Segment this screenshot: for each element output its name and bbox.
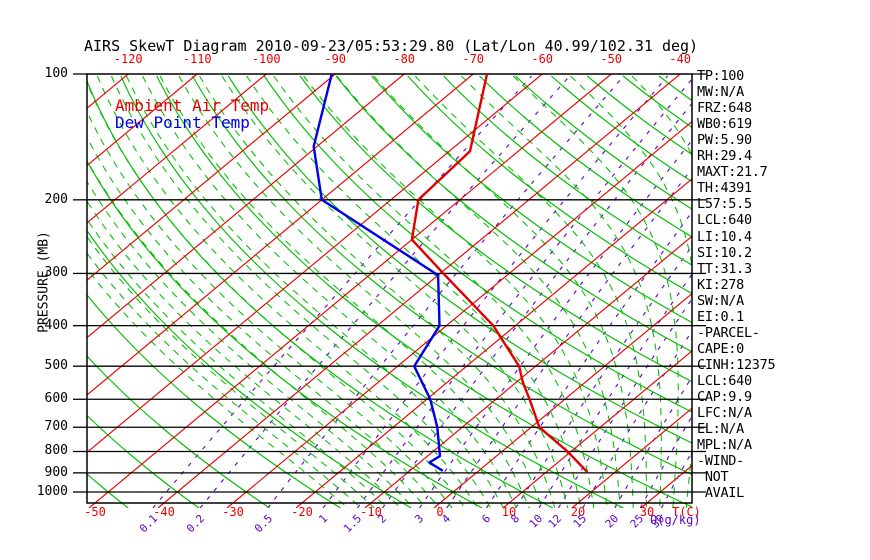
pressure-tick-label: 200: [44, 191, 68, 207]
stat-line: MPL:N/A: [697, 437, 752, 454]
pressure-tick-label: 100: [44, 66, 68, 81]
top-temp-tick-label: -40: [669, 52, 692, 66]
top-temp-tick-label: -50: [600, 52, 623, 66]
pressure-tick-label: 500: [44, 358, 68, 374]
stat-line: WB0:619: [697, 116, 752, 133]
top-temp-tick-label: -120: [113, 52, 143, 66]
top-temp-tick-label: -110: [182, 52, 212, 66]
stat-line: TT:31.3: [697, 260, 752, 277]
stat-line: LI:10.4: [697, 228, 752, 245]
stat-line: LCL:640: [697, 372, 752, 389]
stat-line: -WIND-: [697, 453, 744, 470]
legend-ambient-air-temp: Ambient Air Temp: [115, 96, 270, 115]
stat-line: EI:0.1: [697, 308, 744, 325]
pressure-tick-label: 400: [44, 317, 68, 333]
stat-line: -PARCEL-: [697, 324, 760, 341]
bottom-temp-tick-label: -50: [84, 505, 106, 519]
mixing-unit-label: Q(g/kg): [650, 513, 701, 527]
stat-line: PW:5.90: [697, 132, 752, 149]
bottom-temp-tick-label: -40: [153, 505, 175, 519]
bottom-temp-tick-label: 10: [501, 505, 517, 519]
stat-line: TH:4391: [697, 180, 752, 197]
bottom-temp-tick-label: -30: [222, 505, 244, 519]
top-temp-tick-label: -100: [251, 52, 281, 66]
stat-line: TP:100: [697, 68, 744, 84]
pressure-tick-label: 600: [44, 391, 68, 407]
legend-dew-point-temp: Dew Point Temp: [115, 113, 250, 132]
bottom-temp-tick-label: 20: [570, 505, 586, 519]
stat-line: RH:29.4: [697, 148, 752, 165]
stat-line: L57:5.5: [697, 196, 752, 213]
stat-line: SW:N/A: [697, 292, 744, 309]
temp-unit-label: T(C): [672, 505, 701, 519]
pressure-tick-label: 900: [44, 464, 68, 480]
top-temp-tick-label: -60: [531, 52, 554, 66]
stat-line: KI:278: [697, 276, 744, 293]
stat-line: LFC:N/A: [697, 405, 752, 422]
stat-line: CAPE:0: [697, 340, 744, 357]
stat-line: CINH:12375: [697, 356, 776, 373]
stat-line: CAP:9.9: [697, 389, 752, 405]
top-temp-tick-label: -90: [324, 52, 347, 66]
stat-line: SI:10.2: [697, 244, 752, 261]
stat-line: MAXT:21.7: [697, 164, 768, 181]
stat-line: AVAIL: [697, 485, 744, 502]
ambient-air-temp-curve: [410, 73, 589, 473]
chart-title: AIRS SkewT Diagram 2010-09-23/05:53:29.8…: [84, 37, 699, 55]
bottom-temp-tick-label: 30: [639, 505, 655, 519]
stat-line: EL:N/A: [697, 421, 744, 438]
stat-line: LCL:640: [697, 212, 752, 229]
pressure-tick-label: 800: [44, 443, 68, 459]
pressure-tick-label: 300: [44, 265, 68, 281]
top-temp-tick-label: -80: [393, 52, 416, 66]
bottom-temp-tick-label: 0: [436, 505, 444, 519]
stat-line: FRZ:648: [697, 100, 752, 117]
stat-line: NOT: [697, 469, 729, 486]
stat-line: MW:N/A: [697, 84, 744, 101]
dew-point-temp-curve: [312, 73, 444, 472]
bottom-temp-tick-label: -10: [360, 505, 382, 519]
pressure-tick-label: 700: [44, 419, 68, 435]
top-temp-tick-label: -70: [462, 52, 485, 66]
bottom-temp-tick-label: -20: [291, 505, 313, 519]
pressure-tick-label: 1000: [36, 484, 68, 499]
